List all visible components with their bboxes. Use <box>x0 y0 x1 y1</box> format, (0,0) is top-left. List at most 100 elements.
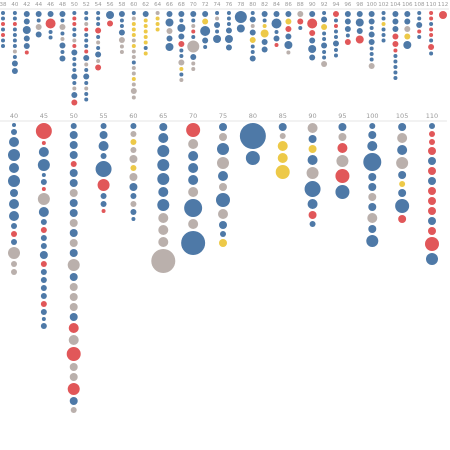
data-dot <box>84 11 89 15</box>
data-dot <box>181 231 206 255</box>
data-dot <box>70 407 77 413</box>
data-dot <box>1 22 5 26</box>
data-dot <box>41 317 46 321</box>
data-dot <box>308 45 317 53</box>
data-dot <box>356 11 363 17</box>
data-dot <box>35 31 42 38</box>
data-dot <box>363 153 382 171</box>
x-tick-label: 48 <box>59 2 66 8</box>
data-dot <box>100 201 107 207</box>
data-dot <box>344 11 351 17</box>
data-dot <box>381 38 386 43</box>
x-tick-label: 65 <box>159 112 167 120</box>
data-dot <box>100 153 107 159</box>
data-dot <box>286 50 291 55</box>
data-dot <box>395 199 410 213</box>
data-dot <box>37 159 50 171</box>
data-dot <box>215 11 220 15</box>
x-tick-label: 40 <box>11 2 18 8</box>
data-dot <box>179 78 184 82</box>
data-dot <box>381 27 386 32</box>
data-dot <box>428 187 436 195</box>
data-dot <box>166 28 173 34</box>
data-dot <box>23 11 30 17</box>
x-tick-label: 62 <box>142 2 149 8</box>
data-dot <box>69 239 78 247</box>
data-dot <box>219 123 227 131</box>
data-dot <box>23 43 30 49</box>
data-dot <box>226 22 231 26</box>
data-dot <box>322 55 327 60</box>
data-dot <box>309 11 316 17</box>
data-dot <box>309 30 316 36</box>
data-dot <box>249 29 256 36</box>
data-dot <box>224 35 233 43</box>
data-dot <box>217 157 229 169</box>
data-dot <box>249 37 256 43</box>
data-dot <box>381 22 386 26</box>
data-dot <box>131 49 136 54</box>
data-dot <box>60 31 65 36</box>
data-dot <box>99 131 108 139</box>
x-tick-label: 50 <box>71 2 78 8</box>
data-dot <box>393 70 398 75</box>
data-dot <box>250 24 255 28</box>
data-dot <box>368 203 377 211</box>
data-dot <box>41 187 46 191</box>
data-dot <box>393 65 398 69</box>
data-dot <box>158 225 169 235</box>
data-dot <box>72 11 77 15</box>
data-dot <box>59 24 66 30</box>
data-dot <box>69 373 78 381</box>
x-tick-label: 70 <box>190 2 197 8</box>
data-dot <box>129 183 138 191</box>
data-dot <box>214 22 221 28</box>
data-dot <box>202 37 209 44</box>
data-dot <box>59 11 66 17</box>
data-dot <box>429 51 434 56</box>
data-dot <box>131 38 136 43</box>
data-dot <box>69 179 78 187</box>
data-dot <box>356 28 363 34</box>
data-dot <box>429 27 434 32</box>
x-tick-label: 88 <box>297 2 304 8</box>
data-dot <box>250 50 255 54</box>
data-dot <box>60 37 65 41</box>
data-dot <box>191 35 196 39</box>
data-dot <box>428 167 436 175</box>
data-dot <box>213 35 222 43</box>
data-dot <box>67 383 80 395</box>
data-dot <box>40 309 47 315</box>
data-dot <box>321 42 328 49</box>
data-dot <box>428 197 436 205</box>
x-tick-label: 110 <box>426 2 437 8</box>
x-tick-label: 42 <box>23 2 30 8</box>
data-dot <box>178 59 185 66</box>
data-dot <box>416 22 423 28</box>
data-dot <box>157 145 170 157</box>
data-dot <box>429 22 434 26</box>
data-dot <box>69 303 78 311</box>
data-dot <box>95 27 102 34</box>
data-dot <box>226 11 231 15</box>
x-tick-label: 108 <box>414 2 425 8</box>
data-dot <box>333 18 338 23</box>
data-dot <box>369 46 374 51</box>
data-dot <box>131 11 136 15</box>
data-dot <box>11 269 17 275</box>
data-dot <box>219 183 227 191</box>
data-dot <box>393 54 398 58</box>
data-dot <box>225 27 232 34</box>
data-dot <box>333 48 338 52</box>
data-dot <box>131 60 136 65</box>
data-dot <box>84 16 89 21</box>
data-dot <box>333 53 338 58</box>
data-dot <box>10 189 18 197</box>
data-dot <box>179 54 184 58</box>
data-dot <box>143 46 148 50</box>
data-dot <box>69 283 78 291</box>
data-dot <box>166 11 173 17</box>
data-dot <box>321 61 328 67</box>
data-dot <box>84 92 89 96</box>
data-dot <box>119 24 124 28</box>
